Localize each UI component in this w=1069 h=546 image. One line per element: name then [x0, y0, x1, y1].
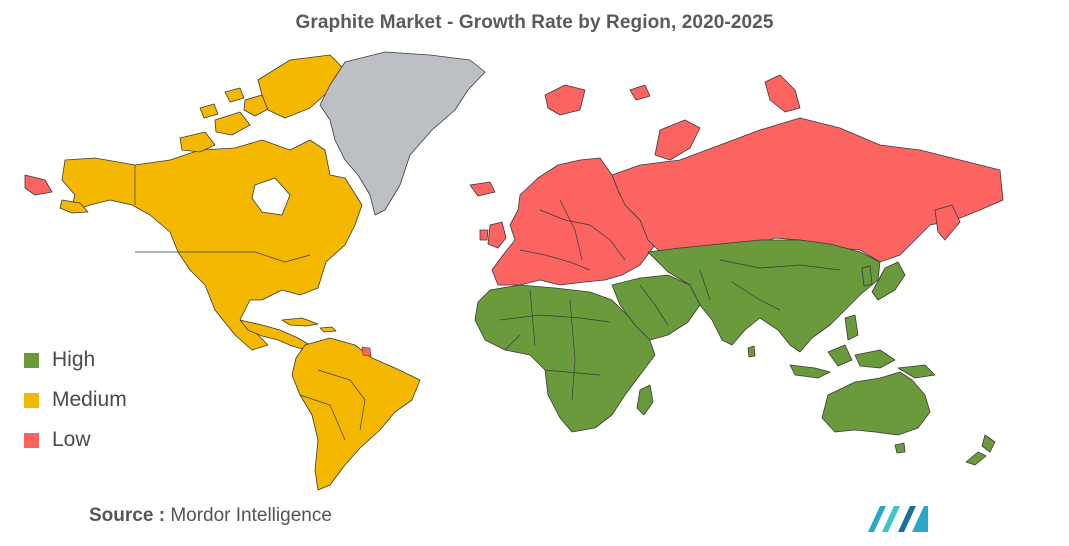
- region-europe: [24, 84, 656, 286]
- region-australia: [821, 364, 936, 454]
- legend-item-low: Low: [24, 420, 127, 460]
- region-russia: [611, 74, 1004, 263]
- legend-label-high: High: [52, 348, 96, 371]
- source-prefix: Source :: [89, 505, 166, 526]
- legend-item-high: High: [24, 340, 127, 380]
- region-south-america: [291, 337, 421, 491]
- legend-swatch-high: [24, 352, 39, 368]
- region-north-america: [59, 54, 363, 351]
- legend-swatch-medium: [24, 392, 39, 408]
- legend: High Medium Low: [24, 340, 127, 460]
- source-text: Mordor Intelligence: [170, 505, 332, 526]
- region-asia: [647, 239, 906, 379]
- region-greenland: [319, 51, 486, 216]
- mordor-intelligence-logo-icon: [868, 506, 928, 532]
- map-title: Graphite Market - Growth Rate by Region,…: [295, 12, 774, 33]
- region-middle-east: [611, 274, 701, 341]
- region-africa: [474, 284, 656, 433]
- region-new-zealand: [965, 434, 996, 466]
- french-guiana-shape: [361, 346, 372, 357]
- source-note: Source : Mordor Intelligence: [89, 505, 332, 527]
- legend-label-medium: Medium: [52, 388, 127, 411]
- legend-swatch-low: [24, 432, 39, 448]
- legend-item-medium: Medium: [24, 380, 127, 420]
- legend-label-low: Low: [52, 428, 91, 451]
